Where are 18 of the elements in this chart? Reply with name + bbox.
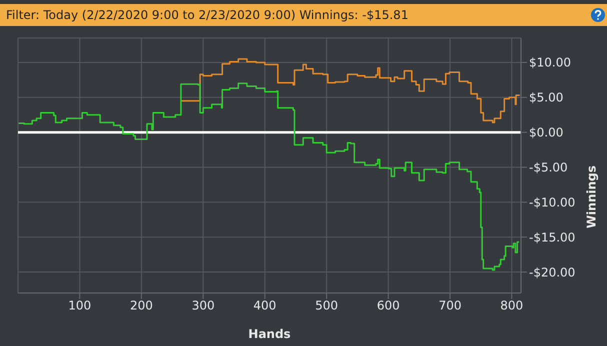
- y-tick-label: -$20.00: [529, 265, 576, 280]
- x-tick-label: 800: [500, 298, 524, 313]
- x-tick-label: 700: [438, 298, 462, 313]
- y-tick-label: -$15.00: [529, 230, 576, 244]
- x-tick-label: 400: [253, 298, 276, 313]
- y-tick-label: $5.00: [529, 90, 564, 105]
- y-axis-title: Winnings: [584, 166, 598, 228]
- x-tick-label: 200: [130, 298, 153, 313]
- x-tick-label: 100: [68, 298, 92, 313]
- x-tick-label: 600: [376, 298, 400, 313]
- y-tick-label: -$5.00: [529, 160, 568, 175]
- y-tick-label: $10.00: [529, 56, 571, 70]
- chart-title: Filter: Today (2/22/2020 9:00 to 2/23/2020 9:00) Winnings: -$15.81: [6, 8, 408, 22]
- x-tick-label: 500: [315, 298, 338, 313]
- y-tick-label: -$10.00: [529, 195, 576, 210]
- x-axis-title: Hands: [248, 327, 291, 341]
- x-tick-label: 300: [192, 298, 215, 313]
- y-tick-label: $0.00: [529, 126, 564, 140]
